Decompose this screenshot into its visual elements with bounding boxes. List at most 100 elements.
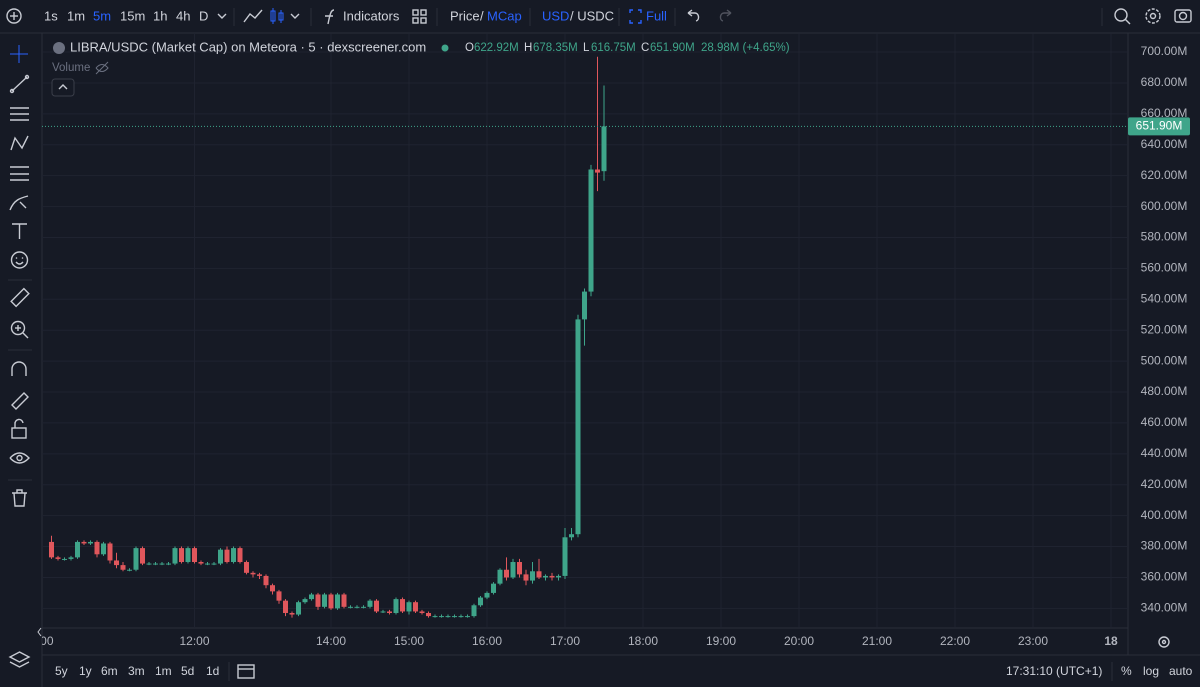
log-toggle[interactable]: log — [1143, 664, 1159, 678]
y-tick-label: 680.00M — [1141, 75, 1188, 89]
indicators-icon[interactable] — [325, 9, 335, 25]
brush-tool[interactable] — [9, 195, 29, 211]
volume-label: Volume — [52, 62, 90, 74]
trend-line-tool[interactable] — [9, 74, 30, 94]
candle-body — [523, 574, 529, 581]
settings-button[interactable] — [1145, 8, 1161, 24]
y-tick-label: 380.00M — [1141, 539, 1188, 553]
magnet-tool[interactable] — [11, 361, 27, 376]
candle-body — [419, 611, 425, 614]
candle-body — [465, 616, 470, 618]
legend-title: LIBRA/USDC (Market Cap) on Meteora · 5 ·… — [70, 39, 426, 54]
projection-tool[interactable] — [10, 166, 29, 181]
ruler-tool[interactable] — [10, 287, 30, 308]
symbol-icon — [53, 42, 65, 54]
axis-settings[interactable] — [1158, 636, 1170, 648]
fib-tool[interactable] — [10, 107, 29, 121]
candle-body — [146, 563, 152, 565]
pattern-tool[interactable] — [10, 135, 29, 151]
object-tree-button[interactable] — [8, 651, 31, 668]
chart-style-candles[interactable] — [270, 8, 284, 24]
candle-body — [387, 611, 392, 614]
interval-button[interactable]: 1m — [67, 8, 85, 23]
range-button[interactable]: 6m — [101, 664, 118, 678]
interval-button[interactable]: 15m — [120, 8, 145, 23]
candle-body — [426, 613, 431, 617]
interval-button[interactable]: D — [199, 8, 208, 23]
range-button[interactable]: 5y — [55, 664, 68, 678]
usdc-toggle[interactable]: / USDC — [570, 8, 614, 23]
range-button[interactable]: 1d — [206, 664, 219, 678]
interval-dropdown[interactable] — [217, 13, 227, 19]
screenshot-button[interactable] — [1174, 9, 1192, 23]
y-tick-label: 580.00M — [1141, 230, 1188, 244]
chart-pane — [42, 33, 1128, 628]
interval-button-active[interactable]: 5m — [93, 8, 111, 23]
price-toggle[interactable]: Price — [450, 8, 480, 23]
y-tick-label: 660.00M — [1141, 106, 1188, 120]
candle-body — [107, 543, 113, 561]
candle-body — [211, 563, 217, 565]
interval-button[interactable]: 4h — [176, 8, 190, 23]
candle-body — [354, 606, 360, 608]
indicators-button[interactable]: Indicators — [343, 8, 400, 23]
auto-toggle[interactable]: auto — [1169, 664, 1193, 678]
candle-body — [88, 541, 93, 544]
candle-body — [530, 571, 535, 581]
volume-visibility[interactable] — [95, 61, 109, 75]
range-button[interactable]: 1m — [155, 664, 172, 678]
x-tick-label: 17:00 — [550, 634, 580, 648]
candle-body — [49, 541, 54, 558]
redo-button[interactable] — [719, 9, 732, 22]
search-button[interactable] — [1114, 8, 1131, 25]
remove-tool[interactable] — [12, 489, 27, 507]
candle-body — [562, 537, 568, 576]
style-dropdown[interactable] — [290, 13, 300, 19]
full-button[interactable]: Full — [646, 8, 667, 23]
crosshair-tool[interactable] — [10, 45, 28, 63]
zoom-tool[interactable] — [10, 320, 29, 339]
range-button[interactable]: 3m — [128, 664, 145, 678]
layouts-button[interactable] — [412, 9, 427, 24]
full-icon[interactable] — [629, 9, 642, 24]
candle-body — [68, 557, 74, 559]
icon-tool[interactable] — [10, 251, 29, 269]
x-tick-label: 18 — [1104, 634, 1118, 648]
text-tool[interactable] — [12, 223, 27, 239]
interval-button[interactable]: 1h — [153, 8, 167, 23]
candle-body — [94, 541, 100, 555]
scroll-handle[interactable] — [37, 627, 42, 637]
x-tick-label: 12:00 — [179, 634, 209, 648]
candle-body — [601, 126, 607, 172]
candle-body — [400, 599, 405, 612]
candle-body — [595, 169, 600, 173]
usd-toggle[interactable]: USD — [542, 8, 569, 23]
percent-toggle[interactable]: % — [1121, 664, 1132, 678]
candle-body — [179, 548, 184, 563]
range-button[interactable]: 1y — [79, 664, 92, 678]
range-button[interactable]: 5d — [181, 664, 194, 678]
lock-tool[interactable] — [11, 418, 27, 439]
add-symbol-button[interactable] — [6, 8, 22, 24]
last-price-tag — [1128, 117, 1190, 136]
candle-body — [218, 549, 223, 564]
go-to-date[interactable] — [237, 664, 255, 679]
y-tick-label: 480.00M — [1141, 384, 1188, 398]
drawing-toolbar — [8, 45, 32, 668]
collapse-legend[interactable] — [51, 78, 75, 97]
candle-body — [153, 563, 158, 565]
y-tick-label: 560.00M — [1141, 261, 1188, 275]
x-tick-label: 16:00 — [472, 634, 502, 648]
legend-value: 651.90M — [650, 42, 695, 54]
chart-style-line[interactable] — [243, 9, 263, 23]
candle-body — [439, 616, 444, 618]
hide-tool[interactable] — [9, 452, 30, 464]
lock-drawing-tool[interactable] — [11, 392, 29, 410]
candle-body — [452, 616, 457, 618]
candle-body — [296, 602, 301, 615]
mcap-toggle[interactable]: MCap — [487, 8, 522, 23]
undo-button[interactable] — [687, 9, 700, 22]
legend: LIBRA/USDC (Market Cap) on Meteora · 5 ·… — [51, 39, 790, 97]
interval-button[interactable]: 1s — [44, 8, 58, 23]
candle-body — [575, 319, 581, 535]
